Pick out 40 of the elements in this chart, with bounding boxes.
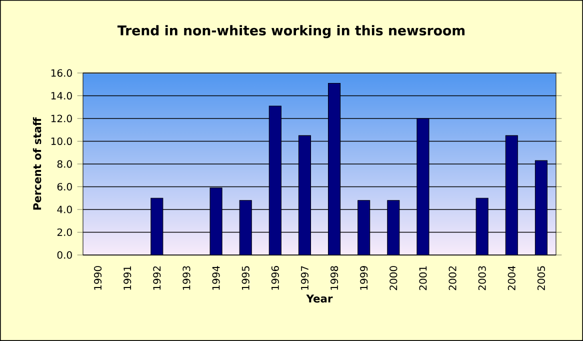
x-tick-label: 1990 bbox=[94, 266, 102, 290]
y-tick-label: 10.0 bbox=[51, 137, 72, 146]
y-tick-label: 14.0 bbox=[51, 92, 72, 100]
bar bbox=[298, 135, 311, 255]
x-tick-label: 1992 bbox=[153, 266, 161, 290]
x-tick-label: 1997 bbox=[300, 266, 309, 290]
bar bbox=[210, 188, 222, 255]
chart-title: Trend in non-whites working in this newsroom bbox=[117, 25, 464, 38]
x-tick-label: 1999 bbox=[360, 266, 368, 290]
y-tick-label: 12.0 bbox=[51, 114, 72, 122]
x-tick-label: 1991 bbox=[124, 266, 132, 290]
x-tick-label: 1994 bbox=[212, 266, 220, 290]
x-tick-label: 2003 bbox=[478, 266, 486, 290]
x-tick-label: 2002 bbox=[448, 266, 456, 290]
y-tick-label: 16.0 bbox=[51, 69, 72, 77]
x-tick-label: 2001 bbox=[419, 266, 427, 290]
x-tick-label: 1996 bbox=[271, 266, 279, 290]
y-tick-label: 6.0 bbox=[57, 182, 72, 191]
bar bbox=[505, 135, 518, 255]
x-axis-title: Year bbox=[306, 294, 333, 303]
x-tick-label: 2005 bbox=[537, 266, 545, 290]
bar bbox=[534, 160, 548, 255]
bar bbox=[358, 200, 370, 255]
bar bbox=[239, 200, 252, 255]
y-axis-title: Percent of staff bbox=[32, 117, 42, 210]
x-tick-label: 1993 bbox=[182, 266, 190, 290]
bar bbox=[416, 118, 430, 255]
y-tick-label: 0.0 bbox=[57, 251, 72, 259]
x-tick-label: 2004 bbox=[508, 266, 516, 290]
bar bbox=[476, 198, 488, 255]
y-tick-label: 8.0 bbox=[57, 160, 72, 168]
y-tick-label: 2.0 bbox=[57, 228, 72, 236]
bar bbox=[387, 200, 400, 255]
bar bbox=[328, 82, 341, 255]
x-tick-label: 1998 bbox=[330, 266, 338, 290]
bar bbox=[150, 198, 164, 255]
y-tick-label: 4.0 bbox=[57, 206, 72, 214]
x-tick-label: 1995 bbox=[242, 266, 250, 290]
x-tick-label: 2000 bbox=[390, 266, 398, 290]
bar bbox=[268, 106, 282, 255]
